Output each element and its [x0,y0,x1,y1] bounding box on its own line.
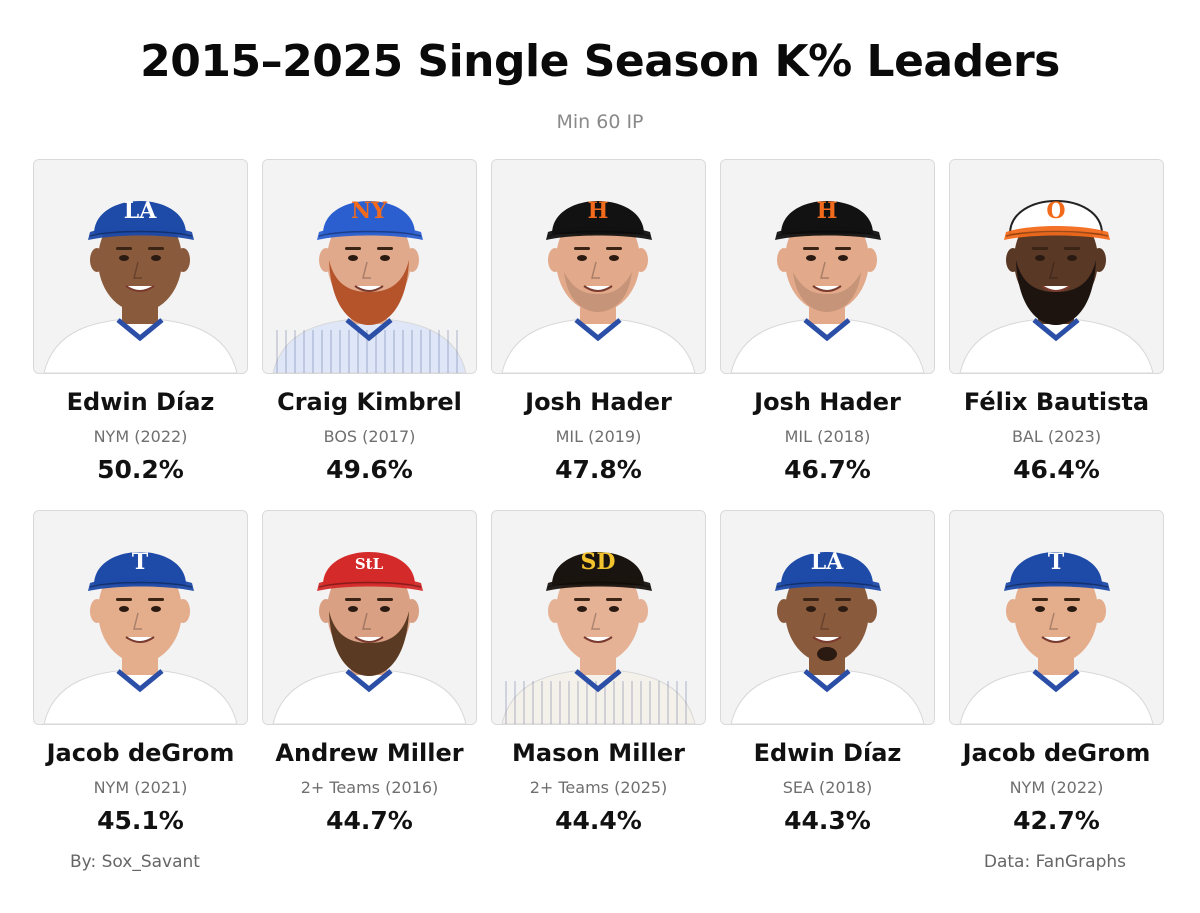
player-k-pct: 46.4% [1013,455,1100,484]
player-headshot: T [33,510,248,725]
player-name: Edwin Díaz [753,739,902,767]
player-k-pct: 44.7% [326,806,413,835]
svg-text:SD: SD [581,549,616,575]
svg-text:NY: NY [351,198,387,224]
player-card: NY Craig Kimbrel BOS (2017) 49.6% [262,159,477,489]
player-name: Josh Hader [525,388,672,416]
chart-subtitle: Min 60 IP [556,111,644,133]
player-k-pct: 49.6% [326,455,413,484]
headshot-illustration: O [950,160,1163,373]
player-k-pct: 47.8% [555,455,642,484]
headshot-illustration: NY [263,160,476,373]
player-name: Edwin Díaz [66,388,215,416]
author-credit: By: Sox_Savant [70,852,200,872]
player-headshot: SD [491,510,706,725]
chart-title: 2015–2025 Single Season K% Leaders [140,36,1060,87]
player-name: Jacob deGrom [46,739,235,767]
player-k-pct: 42.7% [1013,806,1100,835]
svg-text:T: T [132,549,149,575]
svg-text:LA: LA [124,198,157,224]
svg-text:O: O [1046,198,1065,224]
headshot-illustration: H [492,160,705,373]
player-k-pct: 44.4% [555,806,642,835]
player-card: StL Andrew Miller 2+ Teams (2016) 44.7% [262,510,477,840]
player-team-season: MIL (2018) [784,427,871,446]
player-card: LA Edwin Díaz SEA (2018) 44.3% [720,510,935,840]
headshot-illustration: SD [492,511,705,724]
headshot-illustration: T [34,511,247,724]
player-name: Félix Bautista [963,388,1150,416]
player-headshot: O [949,159,1164,374]
player-headshot: H [491,159,706,374]
player-headshot: LA [720,510,935,725]
svg-text:H: H [817,198,838,224]
svg-text:LA: LA [811,549,844,575]
player-card: H Josh Hader MIL (2018) 46.7% [720,159,935,489]
player-team-season: NYM (2022) [93,427,188,446]
player-card: O Félix Bautista BAL (2023) 46.4% [949,159,1164,489]
svg-text:T: T [1048,549,1065,575]
player-headshot: StL [262,510,477,725]
svg-text:StL: StL [355,555,384,573]
player-team-season: BOS (2017) [323,427,416,446]
player-team-season: NYM (2021) [93,778,188,797]
player-name: Jacob deGrom [962,739,1151,767]
headshot-illustration: LA [34,160,247,373]
player-headshot: T [949,510,1164,725]
headshot-illustration: T [950,511,1163,724]
player-k-pct: 44.3% [784,806,871,835]
player-headshot: NY [262,159,477,374]
player-name: Andrew Miller [275,739,464,767]
data-source-credit: Data: FanGraphs [983,852,1126,872]
player-team-season: MIL (2019) [555,427,642,446]
headshot-illustration: H [721,160,934,373]
svg-text:H: H [588,198,609,224]
player-card: LA Edwin Díaz NYM (2022) 50.2% [33,159,248,489]
player-headshot: H [720,159,935,374]
player-name: Mason Miller [512,739,685,767]
player-card: SD Mason Miller 2+ Teams (2025) 44.4% [491,510,706,840]
player-name: Josh Hader [754,388,901,416]
player-name: Craig Kimbrel [277,388,462,416]
player-team-season: 2+ Teams (2016) [300,778,439,797]
player-k-pct: 45.1% [97,806,184,835]
player-team-season: SEA (2018) [782,778,873,797]
player-k-pct: 50.2% [97,455,184,484]
headshot-illustration: LA [721,511,934,724]
player-team-season: 2+ Teams (2025) [529,778,668,797]
player-team-season: NYM (2022) [1009,778,1104,797]
player-headshot: LA [33,159,248,374]
player-card: T Jacob deGrom NYM (2022) 42.7% [949,510,1164,840]
player-k-pct: 46.7% [784,455,871,484]
player-card: H Josh Hader MIL (2019) 47.8% [491,159,706,489]
player-team-season: BAL (2023) [1011,427,1102,446]
player-card: T Jacob deGrom NYM (2021) 45.1% [33,510,248,840]
headshot-illustration: StL [263,511,476,724]
